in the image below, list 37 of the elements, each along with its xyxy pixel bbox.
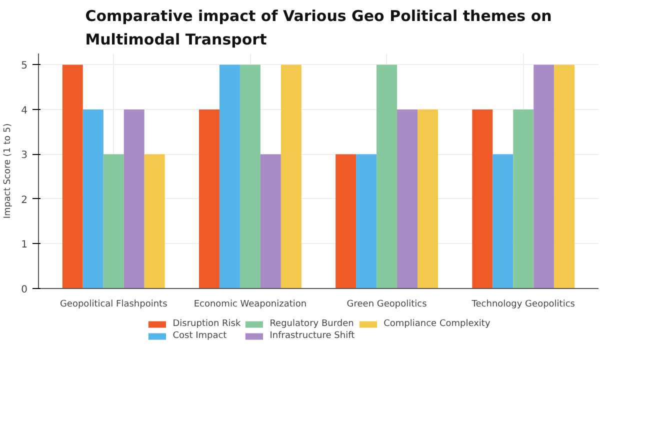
y-tick-label: 2	[21, 194, 28, 206]
bar	[82, 109, 104, 288]
bar	[554, 64, 575, 288]
bar	[513, 109, 534, 288]
bar	[198, 109, 220, 288]
legend-label: Infrastructure Shift	[270, 331, 355, 341]
bar	[219, 64, 240, 288]
y-axis-title: Impact Score (1 to 5)	[3, 123, 14, 219]
bar	[492, 154, 514, 288]
bar	[62, 64, 83, 288]
bar	[240, 64, 260, 288]
bar	[103, 154, 124, 288]
x-tick-label: Economic Weaponization	[194, 300, 307, 310]
bar	[397, 109, 418, 288]
legend-label: Disruption Risk	[172, 319, 241, 329]
bar	[260, 154, 281, 288]
bar	[336, 154, 356, 288]
y-tick-label: 1	[21, 240, 28, 251]
bar	[472, 109, 493, 288]
y-tick-label: 4	[21, 105, 28, 116]
legend-label: Cost Impact	[172, 331, 227, 341]
bar	[124, 109, 144, 288]
x-tick-label: Geopolitical Flashpoints	[60, 300, 168, 310]
bar	[376, 64, 398, 288]
legend-label: Compliance Complexity	[384, 319, 490, 329]
legend-label: Regulatory Burden	[270, 319, 354, 329]
y-tick-label: 3	[21, 150, 28, 162]
bar	[534, 64, 554, 288]
bar	[280, 64, 302, 288]
bar	[356, 154, 377, 288]
y-tick-label: 5	[21, 60, 28, 72]
x-tick-label: Green Geopolitics	[346, 300, 428, 310]
chart-title: Comparative impact of Various Geo Political themes on Multimodal Transport	[85, 7, 552, 48]
bar	[144, 154, 165, 288]
bar	[418, 109, 438, 288]
x-tick-label: Technology Geopolitics	[470, 300, 576, 310]
y-tick-label: 0	[21, 284, 28, 296]
